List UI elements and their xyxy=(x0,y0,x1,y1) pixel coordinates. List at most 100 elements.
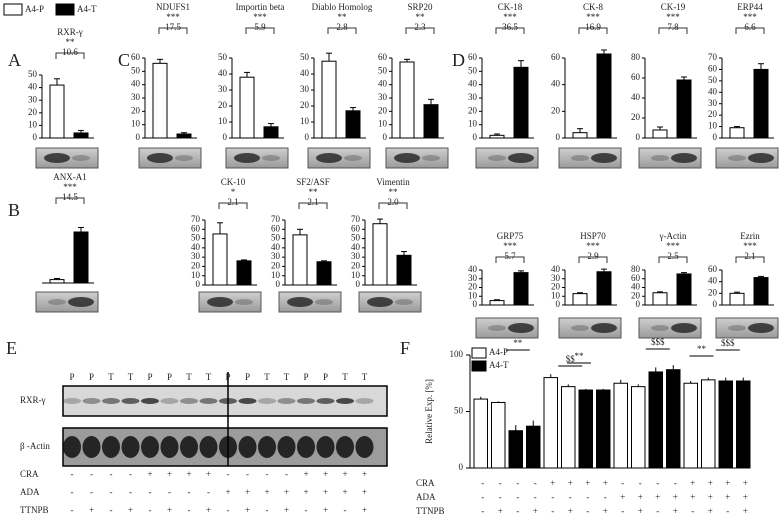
lane-label: T xyxy=(108,372,114,382)
blot-band xyxy=(422,155,440,161)
bar xyxy=(736,380,751,469)
blot-band xyxy=(297,436,315,458)
treatment-sign: + xyxy=(743,506,748,516)
treatment-sign: + xyxy=(303,469,308,479)
fold-change: 2.8 xyxy=(336,22,348,32)
treatment-sign: + xyxy=(533,506,538,516)
treatment-sign: - xyxy=(516,478,519,488)
fold-change: 7.8 xyxy=(667,22,679,32)
y-tick-label: 50 xyxy=(218,52,228,62)
y-tick-label: 40 xyxy=(551,79,561,89)
y-tick-label: 20 xyxy=(468,282,478,292)
treatment-sign: - xyxy=(534,478,537,488)
treatment-sign: - xyxy=(90,487,93,497)
bracket xyxy=(658,256,688,263)
bar xyxy=(631,386,646,469)
bar xyxy=(676,273,692,306)
panel-label: E xyxy=(6,338,17,358)
blot-band xyxy=(316,398,335,404)
fold-change: 2.5 xyxy=(667,251,679,261)
fold-change: 2.9 xyxy=(587,251,599,261)
bar xyxy=(399,61,415,139)
y-tick-label: 20 xyxy=(28,107,38,117)
bar xyxy=(176,133,192,139)
treatment-sign: + xyxy=(568,478,573,488)
blot-band xyxy=(728,325,746,331)
y-tick-label: 20 xyxy=(351,260,361,270)
blot-band xyxy=(238,436,257,458)
fold-change: 2.1 xyxy=(227,197,238,207)
bar xyxy=(652,292,668,306)
chart-title: ERP44 xyxy=(737,2,763,12)
y-axis-label: Relative Exp. [%] xyxy=(424,379,434,444)
blot-band xyxy=(199,398,218,404)
panel-label: A xyxy=(8,50,21,70)
bar xyxy=(572,293,588,306)
bracket xyxy=(578,256,608,263)
treatment-sign: + xyxy=(638,506,643,516)
y-tick-label: 70 xyxy=(708,52,718,62)
bracket xyxy=(658,27,688,34)
bar xyxy=(652,129,668,139)
y-tick-label: 0 xyxy=(636,132,641,142)
blot-band xyxy=(175,155,193,161)
y-tick-label: 60 xyxy=(378,52,388,62)
y-tick-label: 100 xyxy=(450,349,464,359)
blot-strip xyxy=(475,317,539,339)
lane-label: T xyxy=(342,372,348,382)
bar xyxy=(473,398,488,469)
treatment-label: CRA xyxy=(416,478,435,488)
bar xyxy=(263,126,279,139)
chart-title: CK-8 xyxy=(583,2,603,12)
blot-band xyxy=(258,398,276,404)
y-tick-label: 20 xyxy=(631,112,641,122)
blot-band xyxy=(44,153,70,163)
bar xyxy=(316,261,332,286)
chart-title: Vimentin xyxy=(376,177,410,187)
row-label: β -Actin xyxy=(20,441,50,451)
bracket xyxy=(495,256,525,263)
blot-band xyxy=(48,299,66,305)
bar xyxy=(613,382,628,469)
bar xyxy=(683,382,698,469)
y-tick-label: 20 xyxy=(300,100,310,110)
y-tick-label: 20 xyxy=(551,282,561,292)
blot-band xyxy=(488,325,506,331)
treatment-sign: - xyxy=(246,469,249,479)
y-tick-label: 30 xyxy=(551,273,561,283)
y-tick-label: 80 xyxy=(631,52,641,62)
treatment-sign: - xyxy=(149,505,152,515)
treatment-sign: + xyxy=(206,469,211,479)
treatment-sign: - xyxy=(569,492,572,502)
y-tick-label: 20 xyxy=(468,105,478,115)
blot-band xyxy=(141,398,159,404)
blot-band xyxy=(82,436,101,458)
annotation: ** xyxy=(697,344,707,354)
bar xyxy=(212,233,228,286)
blot-strip xyxy=(715,147,779,169)
bar xyxy=(596,271,612,306)
treatment-sign: - xyxy=(481,492,484,502)
blot-band xyxy=(82,398,101,404)
treatment-sign: + xyxy=(673,492,678,502)
blot-band xyxy=(508,323,534,333)
blot-band xyxy=(68,297,94,307)
fold-change: 17.5 xyxy=(165,22,181,32)
y-tick-label: 50 xyxy=(468,65,478,75)
bar xyxy=(572,132,588,139)
treatment-sign: + xyxy=(167,469,172,479)
treatment-sign: + xyxy=(89,505,94,515)
legend-label: A4-T xyxy=(77,4,97,14)
blot-band xyxy=(102,436,120,458)
bar xyxy=(513,272,529,306)
treatment-sign: - xyxy=(516,506,519,516)
y-tick-label: 70 xyxy=(191,214,201,224)
y-tick-label: 10 xyxy=(131,119,141,129)
treatment-sign: - xyxy=(71,505,74,515)
bar xyxy=(578,389,593,469)
lane-label: P xyxy=(147,372,152,382)
treatment-sign: - xyxy=(90,469,93,479)
y-tick-label: 60 xyxy=(708,63,718,73)
y-tick-label: 30 xyxy=(378,92,388,102)
significance: *** xyxy=(666,241,680,251)
